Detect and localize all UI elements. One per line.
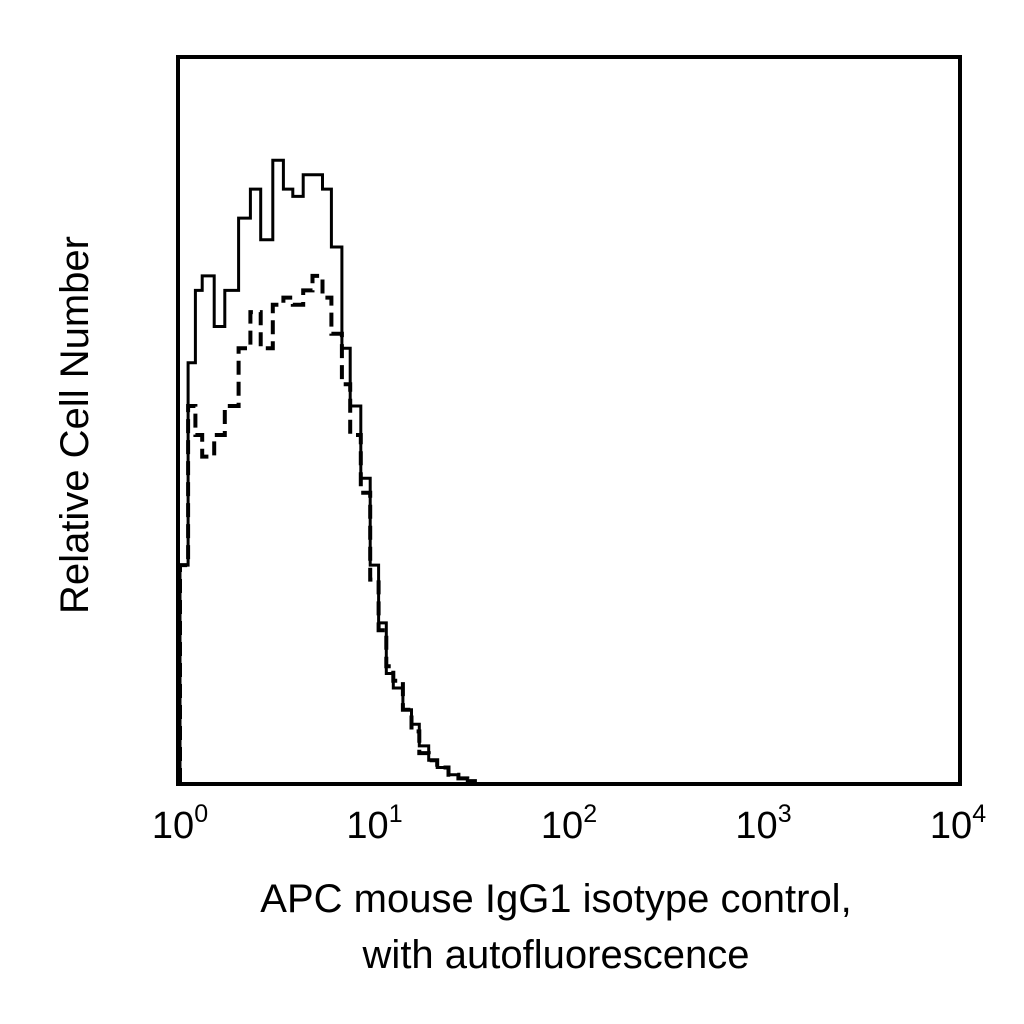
plot-area [178, 158, 477, 783]
x-axis-label-line-1: APC mouse IgG1 isotype control, [260, 877, 851, 921]
x-tick-label: 102 [541, 800, 597, 847]
plot-frame [176, 55, 962, 786]
y-axis-label: Relative Cell Number [53, 236, 97, 614]
histogram-series-solid [178, 158, 477, 783]
x-axis-ticks: 100 101 102 103 104 [152, 800, 986, 847]
histogram-series-dashed [178, 273, 470, 782]
x-tick-label: 101 [346, 800, 402, 847]
x-tick-label: 104 [930, 800, 986, 847]
x-tick-label: 103 [735, 800, 791, 847]
x-axis-label-line-2: with autofluorescence [362, 933, 750, 977]
x-tick-label: 100 [152, 800, 208, 847]
